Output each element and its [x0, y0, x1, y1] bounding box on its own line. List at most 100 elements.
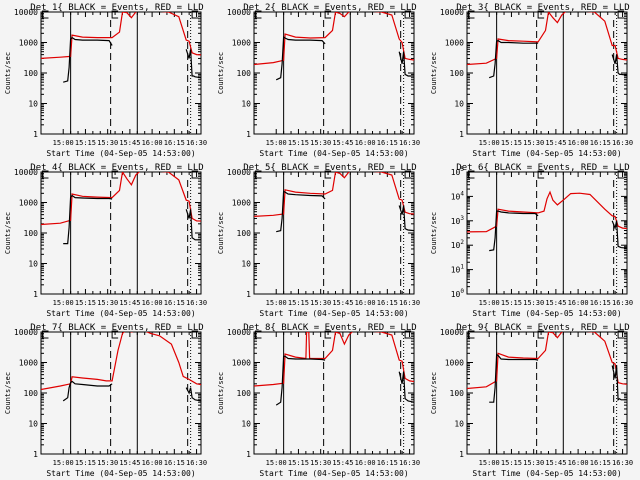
- plot-area: [254, 12, 414, 134]
- x-tick-label: 15:45: [545, 299, 566, 307]
- y-tick-label: 1000: [445, 39, 464, 48]
- x-tick-label: 15:00: [53, 299, 74, 307]
- bracket-marker: [111, 330, 119, 339]
- y-tick-label: 102: [451, 239, 465, 250]
- x-tick-label: 15:45: [119, 139, 140, 147]
- y-tick-label: 1: [459, 130, 464, 139]
- bracket-marker: [617, 170, 625, 179]
- bracket-marker: [467, 170, 475, 179]
- plot-frame: [40, 11, 202, 135]
- bracket-marker: [467, 330, 475, 339]
- y-axis-label: Counts/sec: [217, 372, 225, 414]
- x-tick-label: 15:00: [53, 139, 74, 147]
- x-tick-label: 15:00: [479, 139, 500, 147]
- y-tick-label: 105: [451, 166, 465, 177]
- x-tick-label: 15:30: [97, 139, 118, 147]
- x-axis-label: Start Time (04-Sep-05 14:53:00): [46, 309, 195, 318]
- y-tick-label: 10000: [14, 8, 38, 17]
- events-series-line: [276, 190, 326, 233]
- events-series-line: [611, 220, 627, 253]
- x-tick-label: 16:00: [355, 139, 376, 147]
- y-tick-label: 10000: [440, 328, 464, 337]
- chart-title: Det 8{ BLACK = Events, RED = LLD: [243, 323, 416, 333]
- x-tick-label: 15:15: [288, 299, 309, 307]
- x-tick-label: 16:15: [377, 139, 398, 147]
- y-tick-label: 100: [450, 389, 465, 398]
- chart-title: Det 9{ BLACK = Events, RED = LLD: [456, 323, 629, 333]
- x-tick-label: 15:45: [119, 299, 140, 307]
- x-axis-label: Start Time (04-Sep-05 14:53:00): [259, 469, 408, 478]
- y-axis-label: Counts/sec: [430, 52, 438, 94]
- y-tick-label: 10: [241, 420, 251, 429]
- x-tick-label: 15:45: [545, 459, 566, 467]
- plot-frame: [466, 171, 628, 295]
- chart-panel-4: Det 4{ BLACK = Events, RED = LLD Counts/s…: [4, 163, 207, 318]
- y-axis-label: Counts/sec: [4, 212, 12, 254]
- x-tick-label: 16:15: [164, 299, 185, 307]
- events-series-line: [275, 36, 326, 81]
- y-tick-label: 100: [24, 69, 39, 78]
- y-tick-label: 1: [246, 290, 251, 299]
- y-tick-label: 10: [454, 420, 464, 429]
- bracket-marker: [41, 330, 49, 339]
- bracket-marker: [537, 330, 545, 339]
- bracket-marker: [111, 170, 119, 179]
- y-tick-exponent: 5: [460, 166, 464, 173]
- y-tick-label: 10000: [14, 168, 38, 177]
- x-tick-label: 16:30: [186, 299, 207, 307]
- x-axis-label: Start Time (04-Sep-05 14:53:00): [46, 149, 195, 158]
- chart-panel-6: Det 6{ BLACK = Events, RED = LLD Counts/s…: [430, 163, 633, 318]
- x-tick-label: 16:00: [142, 299, 163, 307]
- plot-frame: [253, 331, 415, 455]
- x-tick-label: 16:00: [568, 139, 589, 147]
- chart-panel-3: Det 3{ BLACK = Events, RED = LLD Counts/s…: [430, 3, 633, 158]
- plot-area: [41, 12, 201, 134]
- x-tick-label: 15:30: [97, 459, 118, 467]
- y-tick-label: 1000: [445, 359, 464, 368]
- y-tick-label: 100: [237, 389, 252, 398]
- x-tick-label: 16:15: [590, 299, 611, 307]
- y-tick-label: 1: [246, 450, 251, 459]
- bracket-marker: [191, 330, 199, 339]
- x-tick-label: 16:30: [399, 299, 420, 307]
- x-axis-label: Start Time (04-Sep-05 14:53:00): [46, 469, 195, 478]
- bracket-marker: [617, 10, 625, 19]
- bracket-marker: [404, 10, 412, 19]
- x-tick-label: 15:15: [75, 139, 96, 147]
- chart-panel-7: Det 7{ BLACK = Events, RED = LLD Counts/s…: [4, 323, 207, 478]
- y-tick-label: 10000: [14, 328, 38, 337]
- x-tick-label: 15:15: [75, 459, 96, 467]
- x-tick-label: 15:30: [310, 299, 331, 307]
- y-tick-label: 104: [451, 190, 465, 201]
- x-tick-label: 16:00: [568, 299, 589, 307]
- y-axis-label: Counts/sec: [217, 52, 225, 94]
- x-tick-label: 16:00: [355, 459, 376, 467]
- x-axis-label: Start Time (04-Sep-05 14:53:00): [472, 469, 621, 478]
- x-tick-label: 16:15: [164, 459, 185, 467]
- x-tick-label: 15:45: [332, 459, 353, 467]
- x-tick-label: 16:00: [142, 139, 163, 147]
- plot-frame: [466, 11, 628, 135]
- y-tick-label: 10: [28, 420, 38, 429]
- plot-area: [41, 172, 201, 294]
- plot-area: [41, 332, 201, 454]
- x-tick-label: 15:15: [75, 299, 96, 307]
- bracket-marker: [467, 10, 475, 19]
- plot-area: [254, 172, 414, 294]
- events-series-line: [611, 365, 627, 406]
- chart-title: Det 2{ BLACK = Events, RED = LLD: [243, 3, 416, 13]
- events-series-line: [398, 51, 414, 82]
- x-tick-label: 16:30: [612, 139, 633, 147]
- chart-panel-8: Det 8{ BLACK = Events, RED = LLD Counts/s…: [217, 323, 420, 478]
- chart-panel-1: Det 1{ BLACK = Events, RED = LLD Counts/s…: [4, 3, 207, 158]
- x-tick-label: 16:15: [377, 299, 398, 307]
- x-axis-label: Start Time (04-Sep-05 14:53:00): [259, 149, 408, 158]
- x-tick-label: 15:00: [266, 139, 287, 147]
- events-series-line: [488, 39, 539, 79]
- x-tick-label: 15:30: [310, 139, 331, 147]
- y-tick-label: 100: [237, 69, 252, 78]
- events-series-line: [185, 209, 201, 245]
- y-tick-exponent: 1: [460, 264, 464, 271]
- bracket-marker: [254, 170, 262, 179]
